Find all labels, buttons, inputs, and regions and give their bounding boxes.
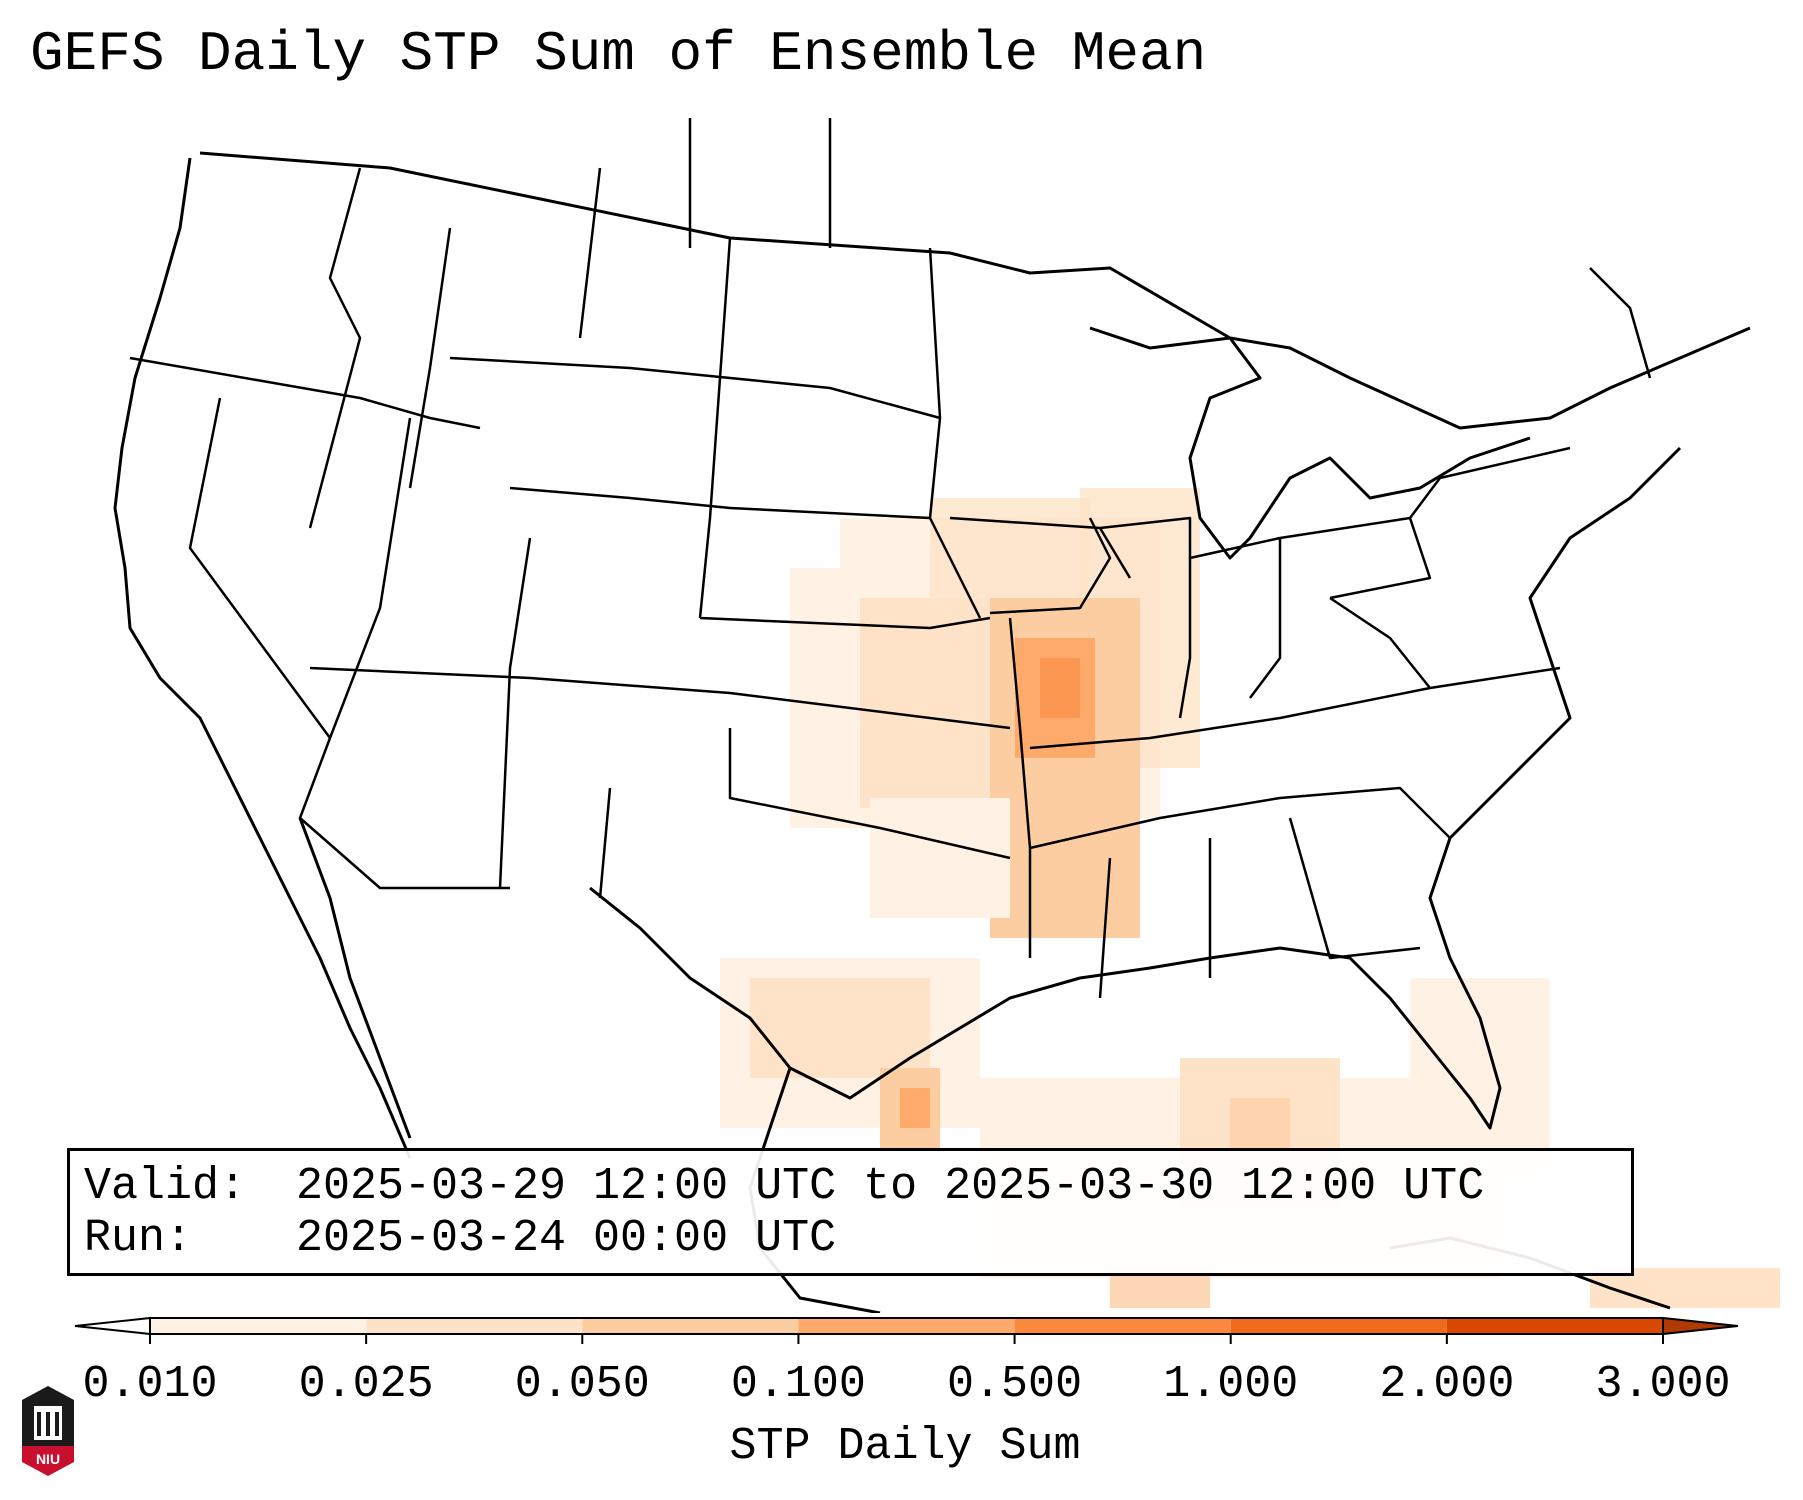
valid-line: Valid: 2025-03-29 12:00 UTC to 2025-03-30… <box>84 1161 1484 1213</box>
validity-info-box: Valid: 2025-03-29 12:00 UTC to 2025-03-30… <box>67 1148 1634 1276</box>
map-borders <box>113 118 1751 1313</box>
valid-value: 2025-03-29 12:00 UTC to 2025-03-30 12:00… <box>296 1161 1485 1212</box>
state-lines <box>129 118 1652 999</box>
chart-title: GEFS Daily STP Sum of Ensemble Mean <box>30 22 1207 86</box>
canada-border <box>199 151 1751 430</box>
colorbar-segment <box>150 1318 367 1334</box>
run-value: 2025-03-24 00:00 UTC <box>296 1213 837 1264</box>
colorbar-tick-label: 0.500 <box>947 1359 1083 1410</box>
shade-missouri-core2 <box>1040 658 1080 718</box>
run-line: Run: 2025-03-24 00:00 UTC <box>84 1213 836 1265</box>
colorbar-tick-label: 0.050 <box>514 1359 650 1410</box>
colorbar-extend-high <box>1662 1316 1739 1336</box>
shade-florida <box>1410 978 1550 1178</box>
shade-texas-2 <box>750 978 930 1078</box>
colorbar-segment <box>798 1318 1015 1334</box>
colorbar-segment <box>1446 1318 1663 1334</box>
colorbar-segment <box>366 1318 583 1334</box>
shade-arkansas <box>990 798 1140 938</box>
colorbar-outline <box>149 1317 1664 1335</box>
colorbar-tick-label: 0.025 <box>298 1359 434 1410</box>
niu-logo: NIU <box>22 1386 74 1476</box>
shade-ok <box>870 798 1010 918</box>
gulf-coast <box>589 446 1682 1130</box>
great-lakes <box>1089 326 1531 560</box>
colorbar-tick-label: 0.100 <box>730 1359 866 1410</box>
map-panel <box>113 118 1780 1313</box>
west-coast <box>113 157 412 1159</box>
run-label: Run: <box>84 1213 193 1264</box>
colorbar-label: STP Daily Sum <box>729 1421 1081 1472</box>
valid-label: Valid: <box>84 1161 247 1212</box>
colorbar <box>74 1316 1739 1344</box>
shade-texas-core2 <box>900 1088 930 1128</box>
colorbar-segment <box>582 1318 799 1334</box>
logo-text: NIU <box>36 1451 60 1467</box>
colorbar-tick-label: 2.000 <box>1379 1359 1515 1410</box>
colorbar-tick-label: 1.000 <box>1163 1359 1299 1410</box>
colorbar-extend-low <box>74 1316 151 1336</box>
colorbar-segment <box>1014 1318 1231 1334</box>
colorbar-segment <box>1230 1318 1447 1334</box>
colorbar-tick-label: 0.010 <box>82 1359 218 1410</box>
colorbar-tick-label: 3.000 <box>1595 1359 1731 1410</box>
